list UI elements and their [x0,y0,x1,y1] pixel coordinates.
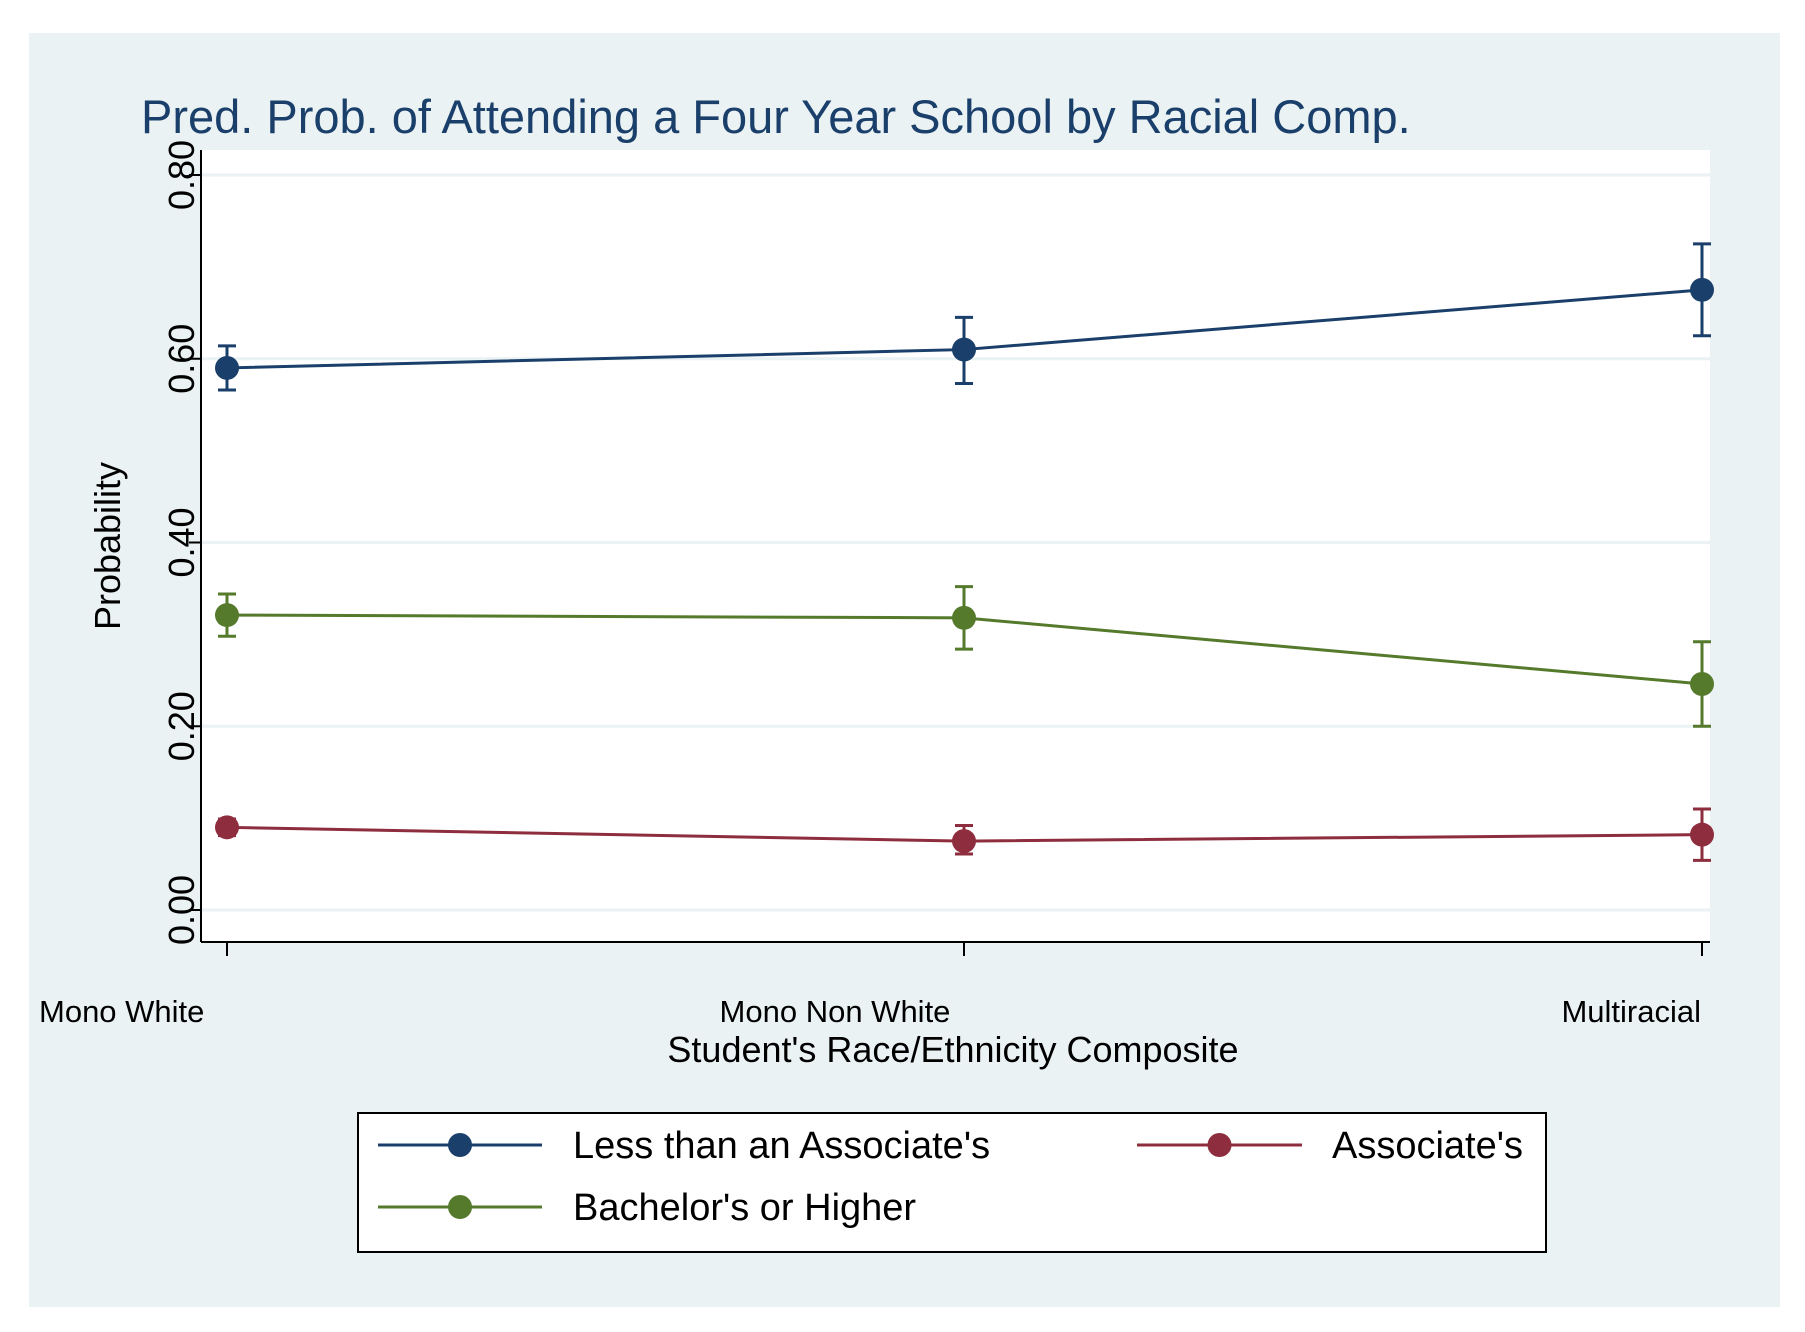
data-point [215,815,239,840]
y-tick-label: 0.00 [161,875,202,945]
x-axis-label: Student's Race/Ethnicity Composite [667,1029,1238,1070]
x-tick-label: Mono Non White [720,994,951,1029]
x-tick-label: Multiracial [1561,994,1701,1029]
legend-marker [1207,1133,1232,1157]
y-tick-label: 0.40 [161,507,202,577]
x-tick-label: Mono White [39,994,204,1029]
y-ticks: 0.00 0.20 0.40 0.60 0.80 [161,140,202,945]
data-point [215,355,239,380]
legend-item: Associate's [1137,1125,1523,1167]
series-bachelor-s-or-higher [215,585,1714,728]
axes [200,150,1710,943]
legend: Less than an Associate's Associate's Bache… [357,1112,1547,1253]
data-point [215,603,239,628]
legend-item: Less than an Associate's [378,1125,990,1167]
data-point [1690,277,1714,302]
data-point [952,337,976,362]
legend-box [357,1112,1547,1253]
legend-marker [448,1133,472,1157]
legend-label: Associate's [1332,1125,1523,1167]
y-axis-label: Probability [87,462,128,630]
data-point [952,605,976,630]
legend-marker [448,1195,472,1219]
chart-title: Pred. Prob. of Attending a Four Year Sch… [141,90,1411,143]
series-associate-s [215,807,1714,862]
y-tick-label: 0.80 [161,140,202,210]
y-tick-label: 0.20 [161,691,202,761]
data-point [952,829,976,854]
y-tick-label: 0.60 [161,324,202,394]
legend-label: Bachelor's or Higher [573,1187,916,1229]
legend-label: Less than an Associate's [573,1125,990,1167]
grid-lines [201,173,1710,912]
data-point [1690,822,1714,847]
legend-item: Bachelor's or Higher [378,1187,916,1229]
series-less-than-an-associate-s [215,242,1714,392]
chart: Mono White Mono Non White Multiracial 0.00… [39,90,1714,1253]
chart-panel: Mono White Mono Non White Multiracial 0.00… [29,33,1780,1307]
plot-area [201,150,1710,942]
data-point [1690,671,1714,696]
series [215,242,1714,862]
x-ticks: Mono White Mono Non White Multiracial [39,942,1703,1029]
